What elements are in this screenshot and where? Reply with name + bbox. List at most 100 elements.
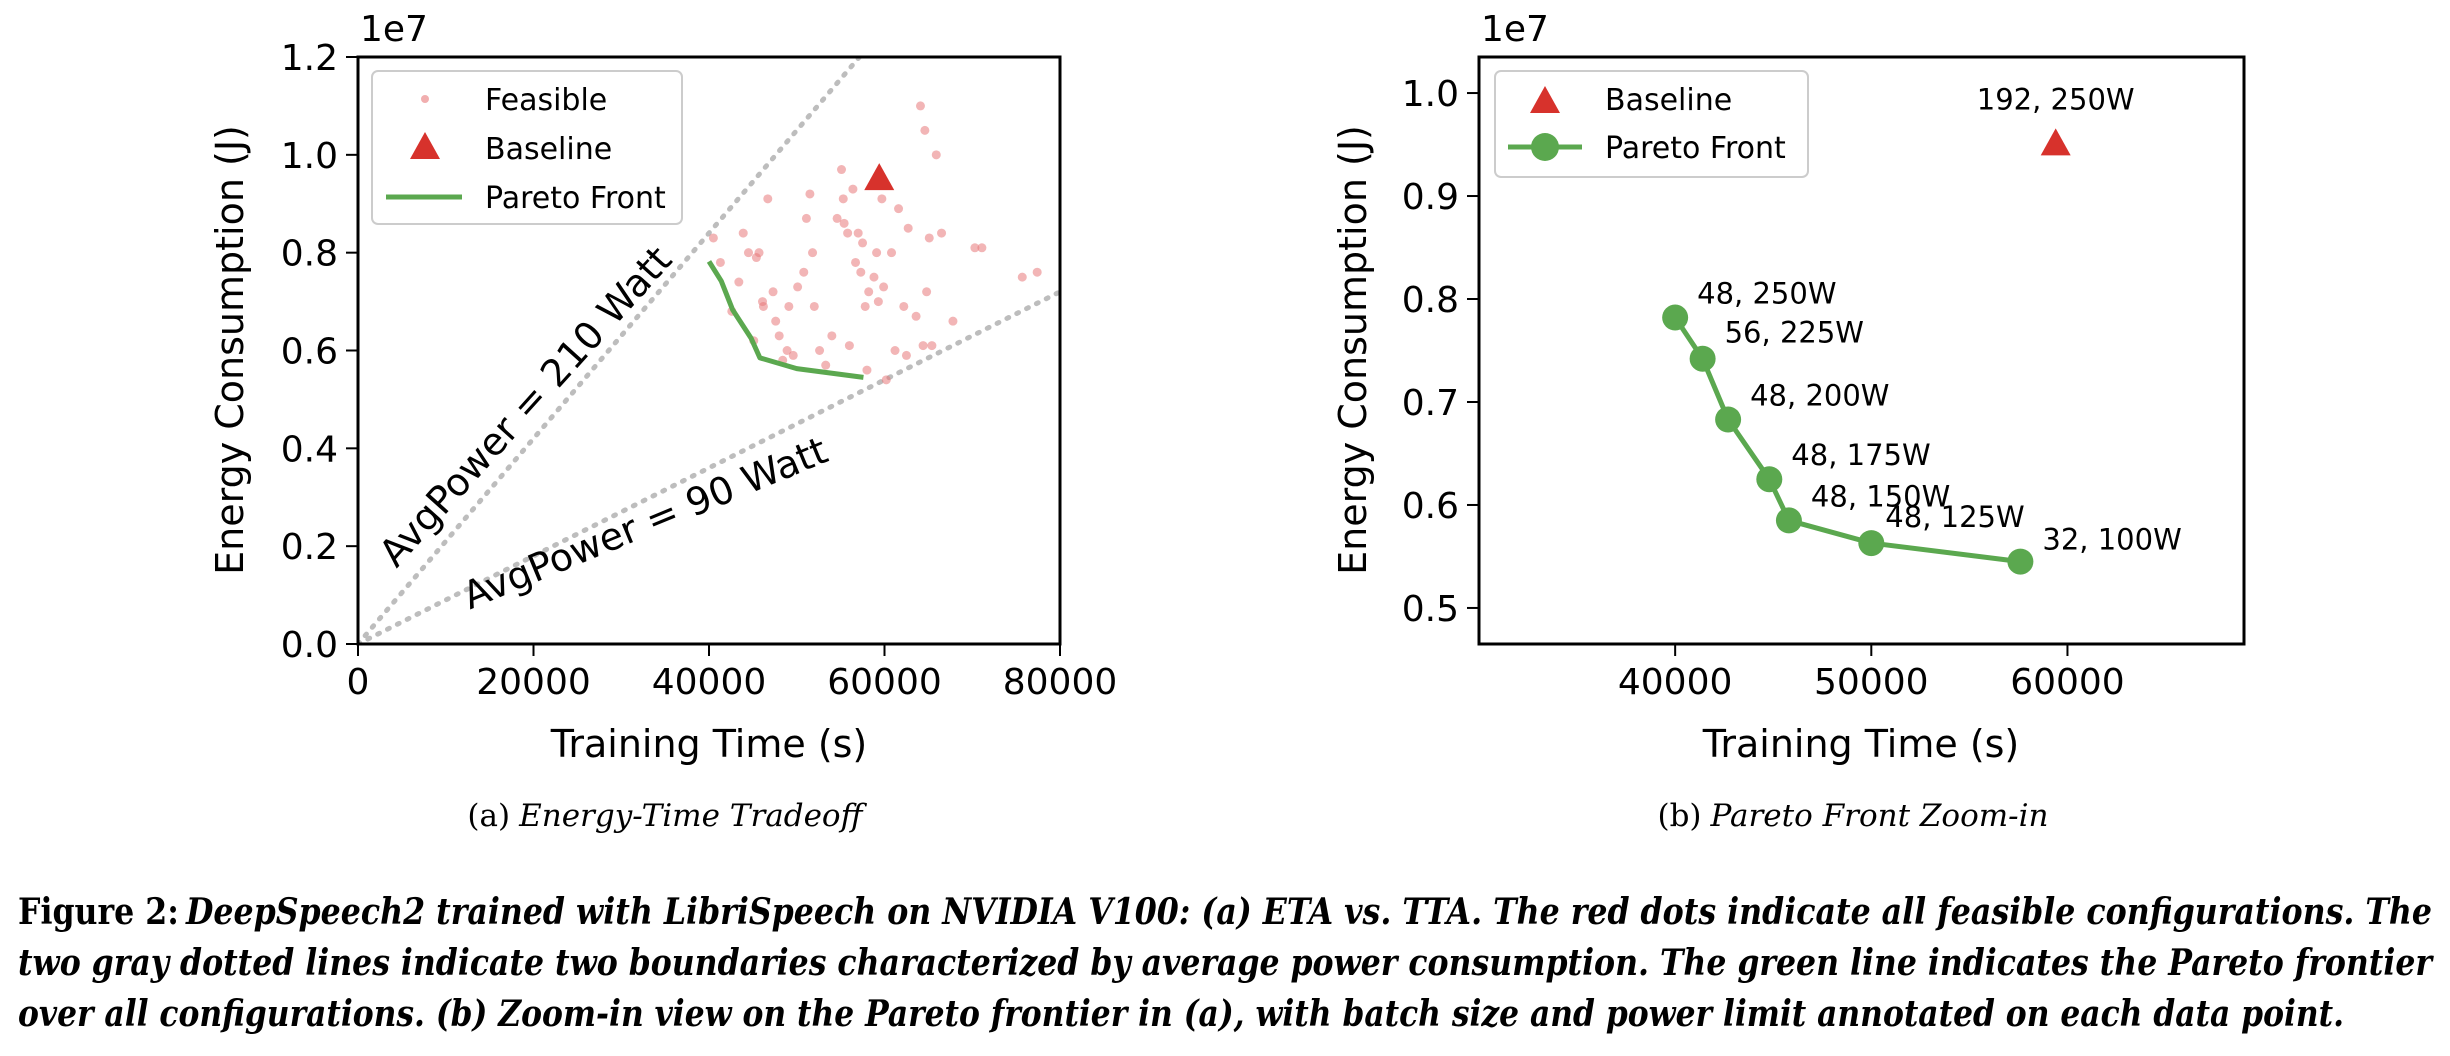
feasible-point (1032, 267, 1042, 277)
feasible-point (887, 248, 897, 258)
feasible-point (937, 228, 947, 238)
feasible-point (844, 341, 854, 351)
feasible-point (879, 282, 889, 292)
feasible-point (977, 243, 987, 253)
chart-b-ticks: 40000 50000 60000 0.5 0.6 0.7 0.8 0.9 1.0 (1402, 74, 2125, 703)
feasible-point (734, 277, 744, 287)
pareto-front-line (706, 260, 864, 380)
chart-b-baseline (2040, 128, 2071, 156)
chart-a-feasible-points (708, 101, 1042, 385)
chart-a-subcaption: (a) Energy-Time Tradeoff (467, 798, 867, 834)
feasible-point (784, 301, 794, 311)
feasible-point (890, 346, 900, 355)
pareto-point-label: 48, 150W (1811, 479, 1950, 513)
feasible-point (927, 341, 937, 351)
pareto-point (1756, 466, 1783, 493)
chart-a-x-tick-label: 40000 (652, 662, 767, 703)
legend-feasible-label: Feasible (485, 83, 607, 118)
chart-b-point-labels: 48, 250W 56, 225W 48, 200W 48, 175W 48, 150W… (1697, 83, 2182, 557)
figure-caption: Figure 2:DeepSpeech2 trained with LibriS… (18, 891, 2435, 1035)
chart-a-x-tick-label: 20000 (476, 662, 591, 703)
chart-b-subcaption: (b) Pareto Front Zoom-in (1657, 798, 2048, 834)
feasible-point (872, 248, 882, 258)
chart-a-y-tick-label: 0.6 (281, 332, 338, 373)
feasible-point (915, 101, 925, 111)
feasible-point (782, 346, 792, 355)
legend-b-baseline-label: Baseline (1605, 83, 1732, 118)
chart-a-y-tick-label: 0.8 (281, 234, 338, 275)
feasible-point (839, 218, 849, 228)
figure-caption-text-1: DeepSpeech2 trained with LibriSpeech on … (185, 891, 2432, 933)
chart-b-legend: Baseline Pareto Front (1494, 70, 1809, 178)
chart-a-ticks: 0 20000 40000 60000 80000 0.0 0.2 0.4 0.6 0.8 1.0 1… (281, 38, 1118, 703)
feasible-point (827, 331, 837, 341)
chart-a-boundaries (358, 57, 1060, 644)
chart-b-subcaption-label: (b) (1657, 798, 1701, 834)
chart-b-y-tick-label: 0.5 (1402, 589, 1459, 630)
chart-a-y-tick-label: 1.0 (281, 136, 338, 177)
chart-b-frame (1477, 55, 2246, 646)
chart-a-y-tick-label: 1.2 (281, 38, 338, 79)
figure-caption-label: Figure 2: (18, 891, 179, 933)
pareto-point-label: 48, 250W (1697, 277, 1836, 311)
legend-feasible-marker (421, 95, 429, 103)
feasible-point (922, 287, 932, 297)
chart-b-y-offset: 1e7 (1481, 9, 1549, 50)
feasible-point (873, 297, 883, 307)
chart-a-x-axis-label: Training Time (s) (550, 722, 868, 766)
baseline-marker (2040, 128, 2071, 156)
chart-a-frame (356, 55, 1062, 646)
feasible-point (809, 301, 819, 311)
chart-a-x-tick-label: 60000 (827, 662, 942, 703)
legend-pareto-label: Pareto Front (485, 181, 666, 216)
legend-baseline-label: Baseline (485, 132, 612, 167)
feasible-point (763, 194, 773, 204)
baseline-point-label: 192, 250W (1977, 83, 2135, 117)
feasible-point (758, 301, 768, 311)
feasible-point (858, 238, 868, 248)
chart-a-subcaption-title: Energy-Time Tradeoff (518, 798, 868, 834)
chart-a-baseline (864, 163, 895, 191)
chart-a-boundary-line-90 (358, 289, 1060, 644)
chart-b-legend-box (1494, 70, 1809, 178)
feasible-point (801, 213, 811, 223)
feasible-point (911, 311, 921, 321)
feasible-point (743, 248, 753, 258)
chart-a-subcaption-label: (a) (467, 798, 510, 834)
pareto-point-label: 56, 225W (1725, 316, 1864, 350)
feasible-point (862, 365, 872, 375)
feasible-point (821, 360, 831, 370)
pareto-point-label: 48, 175W (1791, 438, 1930, 472)
legend-b-baseline-marker (1530, 86, 1560, 113)
feasible-point (948, 316, 958, 326)
feasible-point (869, 272, 879, 282)
chart-b-y-tick-label: 0.7 (1402, 383, 1459, 424)
figure-caption-line-1: Figure 2:DeepSpeech2 trained with LibriS… (18, 891, 2432, 933)
figure-caption-line-3: over all configurations. (b) Zoom-in vie… (18, 993, 2344, 1035)
feasible-point (918, 341, 928, 351)
chart-a-y-tick-label: 0.4 (281, 429, 338, 470)
feasible-point (793, 282, 803, 292)
feasible-point (774, 331, 784, 341)
chart-b-x-axis-label: Training Time (s) (1702, 722, 2020, 766)
feasible-point (708, 233, 718, 243)
feasible-point (881, 375, 891, 385)
chart-b-x-tick-label: 60000 (2010, 662, 2125, 703)
figure-caption-line-2: two gray dotted lines indicate two bound… (18, 942, 2435, 984)
feasible-point (864, 287, 874, 297)
feasible-point (832, 213, 842, 223)
pareto-point (1858, 530, 1885, 557)
pareto-point (1689, 345, 1716, 372)
chart-a-x-tick-label: 80000 (1003, 662, 1118, 703)
feasible-point (924, 233, 934, 243)
chart-a-x-tick-label: 0 (347, 662, 370, 703)
chart-a-pareto-front (706, 260, 864, 380)
pareto-point-label: 48, 200W (1750, 378, 1889, 412)
feasible-point (920, 125, 930, 135)
feasible-point (754, 248, 764, 258)
chart-a-legend-box (371, 70, 683, 225)
feasible-point (851, 257, 861, 267)
chart-b-y-tick-label: 0.6 (1402, 486, 1459, 527)
legend-baseline-marker (410, 132, 440, 159)
